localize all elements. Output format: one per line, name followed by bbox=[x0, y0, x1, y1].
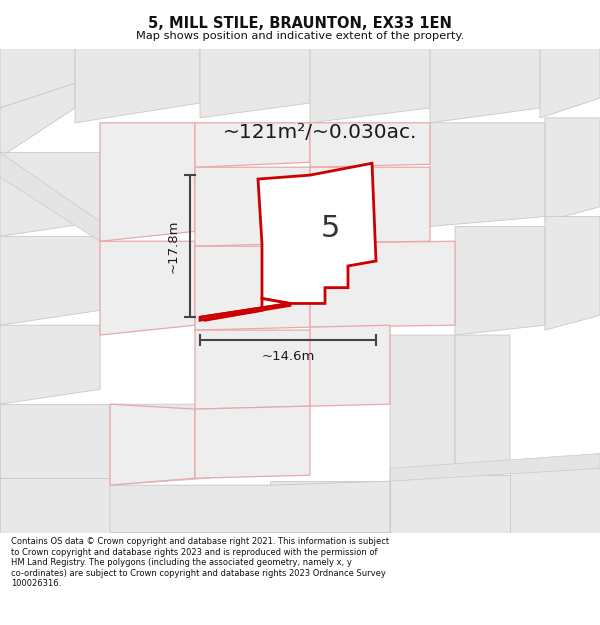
Polygon shape bbox=[545, 217, 600, 330]
Polygon shape bbox=[110, 485, 270, 532]
Text: ~17.8m: ~17.8m bbox=[167, 219, 179, 273]
Text: Map shows position and indicative extent of the property.: Map shows position and indicative extent… bbox=[136, 31, 464, 41]
Polygon shape bbox=[75, 49, 200, 122]
Polygon shape bbox=[195, 122, 310, 168]
Polygon shape bbox=[100, 122, 195, 241]
Polygon shape bbox=[100, 241, 195, 335]
Polygon shape bbox=[390, 335, 455, 478]
Polygon shape bbox=[310, 168, 430, 243]
Polygon shape bbox=[540, 49, 600, 118]
Polygon shape bbox=[390, 454, 600, 481]
Text: Contains OS data © Crown copyright and database right 2021. This information is : Contains OS data © Crown copyright and d… bbox=[11, 538, 389, 588]
Text: ~121m²/~0.030ac.: ~121m²/~0.030ac. bbox=[223, 123, 417, 142]
Text: 5, MILL STILE, BRAUNTON, EX33 1EN: 5, MILL STILE, BRAUNTON, EX33 1EN bbox=[148, 16, 452, 31]
Polygon shape bbox=[258, 163, 376, 304]
Polygon shape bbox=[195, 406, 310, 478]
Polygon shape bbox=[110, 481, 390, 532]
Polygon shape bbox=[430, 122, 545, 226]
Polygon shape bbox=[390, 475, 510, 532]
Polygon shape bbox=[310, 241, 455, 327]
Polygon shape bbox=[0, 478, 110, 532]
Polygon shape bbox=[0, 83, 75, 158]
Polygon shape bbox=[200, 304, 290, 320]
Polygon shape bbox=[195, 168, 310, 246]
Polygon shape bbox=[0, 152, 100, 236]
Polygon shape bbox=[0, 49, 75, 108]
Polygon shape bbox=[0, 404, 110, 478]
Polygon shape bbox=[430, 49, 540, 122]
Polygon shape bbox=[455, 226, 545, 335]
Polygon shape bbox=[310, 325, 390, 406]
Polygon shape bbox=[310, 49, 430, 122]
Polygon shape bbox=[455, 335, 510, 473]
Polygon shape bbox=[0, 236, 100, 325]
Polygon shape bbox=[0, 152, 100, 241]
Polygon shape bbox=[200, 299, 290, 320]
Polygon shape bbox=[0, 325, 100, 404]
Polygon shape bbox=[510, 468, 600, 532]
Polygon shape bbox=[110, 404, 210, 485]
Text: ~14.6m: ~14.6m bbox=[262, 350, 314, 363]
Polygon shape bbox=[310, 122, 430, 168]
Polygon shape bbox=[200, 49, 310, 118]
Polygon shape bbox=[110, 404, 195, 485]
Polygon shape bbox=[270, 481, 390, 532]
Text: 5: 5 bbox=[320, 214, 340, 243]
Polygon shape bbox=[195, 330, 310, 409]
Polygon shape bbox=[545, 118, 600, 221]
Polygon shape bbox=[195, 246, 310, 330]
